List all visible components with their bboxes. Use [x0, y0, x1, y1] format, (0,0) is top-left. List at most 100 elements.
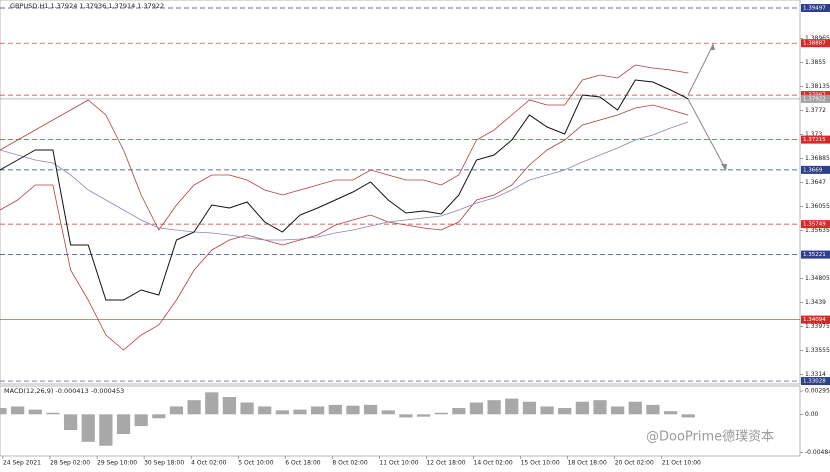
macd-bar: [116, 414, 131, 434]
arrow-down: [687, 98, 726, 169]
y-tick-label: 1.3314: [805, 371, 826, 378]
macd-bar: [99, 414, 113, 446]
x-tick-label: 24 Sep 2021: [3, 460, 41, 467]
series-line: [0, 121, 689, 241]
arrow-up: [687, 44, 714, 96]
x-tick-label: 20 Oct 02:00: [615, 460, 654, 467]
macd-bar: [363, 404, 378, 415]
macd-panel: [0, 385, 801, 457]
arrowhead: [721, 164, 727, 171]
macd-bar: [646, 404, 660, 415]
x-tick-label: 28 Sep 02:00: [50, 460, 90, 467]
macd-bar: [328, 404, 342, 415]
y-tick-label: 1.3855: [805, 59, 826, 66]
level-label: 1.35221: [803, 252, 826, 258]
macd-bar: [81, 414, 95, 442]
level-box: [801, 220, 830, 229]
y-tick-label: 0.00: [805, 411, 819, 418]
x-tick-label: 21 Oct 10:00: [662, 460, 701, 467]
macd-bar: [505, 398, 519, 415]
macd-bar: [522, 401, 537, 415]
x-tick-label: 12 Oct 18:00: [426, 460, 465, 467]
macd-bar: [293, 409, 307, 415]
level-label: 1.3669: [803, 167, 823, 173]
macd-bar: [205, 392, 219, 415]
macd-bar: [240, 402, 254, 415]
level-label: 1.34094: [803, 317, 826, 323]
level-box: [801, 377, 830, 386]
y-tick-label: 1.33975: [805, 323, 830, 330]
x-tick-label: 6 Oct 18:00: [285, 460, 320, 467]
level-label: 1.37215: [803, 137, 826, 143]
arrowhead: [710, 43, 715, 50]
x-tick-label: 14 Oct 02:00: [474, 460, 513, 467]
level-label: 1.37922: [803, 96, 826, 102]
watermark: @DooPrime德璞资本: [646, 430, 774, 445]
y-tick-label: 1.373: [805, 131, 822, 138]
macd-bar: [169, 406, 184, 415]
macd-bar: [469, 402, 484, 415]
level-label: 1.38887: [803, 41, 826, 47]
macd-bar: [540, 406, 554, 415]
y-tick-label: 1.3439: [805, 299, 826, 306]
macd-bar: [0, 408, 7, 415]
macd-bar: [611, 406, 625, 415]
chart-title: GBPUSD,H1 1.37924 1.37936 1.37914 1.3792…: [10, 2, 164, 10]
macd-bar: [575, 401, 589, 415]
macd-bar: [46, 412, 60, 415]
x-tick-label: 11 Oct 10:00: [379, 460, 418, 467]
x-tick-label: 29 Sep 10:00: [97, 460, 137, 467]
level-box: [801, 39, 830, 48]
series-line: [0, 79, 689, 301]
y-tick-label: 1.3772: [805, 107, 826, 114]
macd-bar: [63, 414, 78, 431]
x-tick-label: 8 Oct 02:00: [332, 460, 367, 467]
level-box: [801, 94, 830, 103]
macd-bar: [275, 410, 289, 415]
macd-bar: [346, 405, 360, 415]
y-tick-label: 1.33555: [805, 347, 830, 354]
x-tick-label: 30 Sep 18:00: [144, 460, 184, 467]
macd-bar: [381, 410, 395, 415]
series-line: [0, 104, 689, 351]
y-tick-label: 1.36885: [805, 155, 830, 162]
price-panel: [0, 0, 801, 385]
level-label: 1.33028: [803, 379, 826, 385]
series-line: [0, 64, 689, 231]
macd-bar: [399, 414, 413, 418]
x-tick-label: 18 Oct 18:00: [568, 460, 607, 467]
macd-bar: [222, 397, 237, 415]
macd-bar: [434, 412, 448, 415]
level-box: [801, 315, 830, 324]
macd-bar: [152, 414, 166, 419]
macd-bar: [593, 400, 607, 415]
macd-bar: [187, 400, 201, 415]
x-tick-label: 15 Oct 10:00: [521, 460, 560, 467]
y-tick-label: 1.38135: [805, 83, 830, 90]
macd-bar: [311, 406, 325, 415]
level-box: [801, 165, 830, 174]
y-tick-label: 1.34805: [805, 275, 830, 282]
macd-bar: [28, 409, 42, 415]
y-tick-label: 0.002956: [805, 388, 830, 395]
level-box: [801, 250, 830, 259]
macd-bar: [558, 408, 572, 415]
macd-bar: [681, 414, 695, 418]
y-tick-label: -0.004847: [805, 449, 830, 456]
macd-bar: [11, 406, 25, 415]
level-label: 1.35749: [803, 222, 826, 228]
level-box: [801, 4, 830, 13]
y-tick-label: 1.3647: [805, 179, 826, 186]
y-tick-label: 1.38965: [805, 35, 830, 42]
macd-bar: [628, 401, 642, 415]
macd-title: MACD(12,26,9) -0.000413 -0.000453: [4, 387, 124, 395]
macd-bar: [452, 408, 466, 415]
macd-bar: [487, 400, 501, 415]
x-tick-label: 5 Oct 10:00: [238, 460, 273, 467]
macd-bar: [134, 414, 148, 427]
y-tick-label: 1.36055: [805, 203, 830, 210]
macd-bar: [663, 411, 678, 415]
macd-bar: [416, 414, 431, 417]
y-tick-label: 1.35635: [805, 227, 830, 234]
